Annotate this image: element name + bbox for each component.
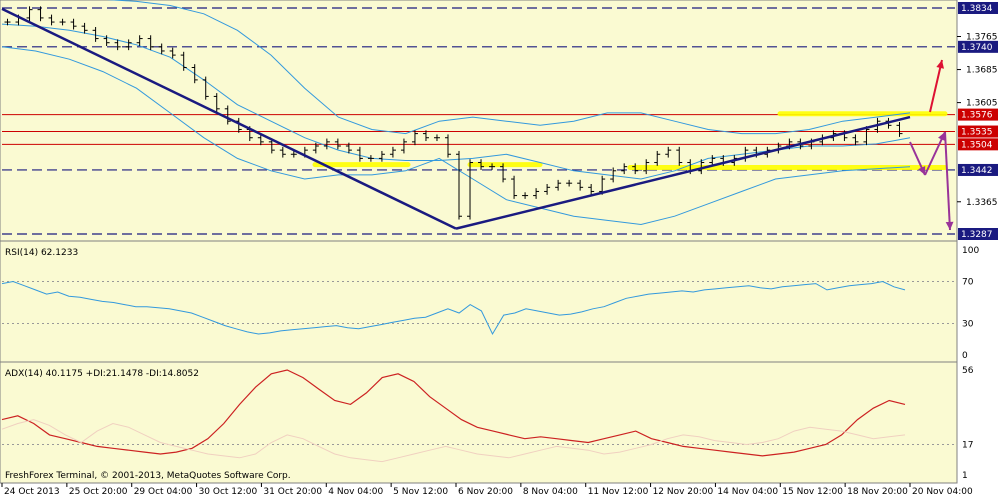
rsi-title: RSI(14) 62.1233 <box>5 248 78 258</box>
time-axis-label: 12 Nov 20:00 <box>653 487 714 495</box>
time-axis-label: 25 Oct 20:00 <box>69 487 128 495</box>
adx-plot <box>1 369 955 463</box>
di-line <box>1 419 906 463</box>
price-axis-label: 1.3576 <box>961 111 993 121</box>
adx-axis-label: 1 <box>962 471 968 481</box>
forecast-rebound-arrow-head <box>938 132 946 141</box>
forecast-up-arrow-head <box>936 60 944 69</box>
price-axis-label: 1.3365 <box>966 198 998 208</box>
price-axis-label: 1.3442 <box>961 166 993 176</box>
adx-line <box>1 369 906 457</box>
forecast-drop-arrow <box>944 131 951 231</box>
price-plot <box>1 0 955 235</box>
price-panel <box>0 0 958 242</box>
price-level-tag <box>958 40 998 53</box>
upper-bollinger-band <box>106 0 911 135</box>
middle-bollinger-band <box>1 23 911 180</box>
time-axis-label: 30 Oct 12:00 <box>199 487 258 495</box>
time-axis-label: 6 Nov 20:00 <box>458 487 513 495</box>
price-level-tag <box>958 228 998 240</box>
price-level-tag <box>958 125 998 138</box>
rsi-panel <box>0 240 958 363</box>
price-axis-label: 1.3535 <box>961 128 993 138</box>
time-axis-label: 11 Nov 12:00 <box>588 487 649 495</box>
time-axis-label: 29 Oct 04:00 <box>134 487 193 495</box>
price-level-tag <box>958 2 998 14</box>
rsi-axis-label: 30 <box>962 320 974 330</box>
price-axis-label: 1.3685 <box>966 66 998 76</box>
rsi-axis-label: 100 <box>962 246 979 256</box>
price-axis-label: 1.3605 <box>966 99 998 109</box>
adx-title: ADX(14) 40.1175 +DI:21.1478 -DI:14.8052 <box>5 369 199 379</box>
adx-axis-label: 17 <box>962 440 973 450</box>
price-axis-label: 1.3504 <box>961 140 993 150</box>
price-axis-label: 1.3287 <box>961 230 993 240</box>
time-axis-label: 15 Nov 12:00 <box>782 487 843 495</box>
price-level-tag <box>958 108 998 121</box>
forecast-down-arrow-head <box>918 166 926 175</box>
price-axis-label: 1.3765 <box>966 33 998 43</box>
time-axis-label: 18 Nov 20:00 <box>847 487 908 495</box>
rsi-axis-label: 70 <box>962 278 974 288</box>
price-axis-label: 1.3834 <box>961 4 993 14</box>
forecast-up-arrow <box>929 59 943 113</box>
rsi-line <box>1 280 906 336</box>
time-axis-label: 14 Nov 04:00 <box>717 487 778 495</box>
price-level-tag <box>958 163 998 176</box>
adx-panel <box>0 361 958 484</box>
adx-axis-label: 56 <box>962 366 974 376</box>
time-axis-label: 5 Nov 12:00 <box>393 487 448 495</box>
trend-line <box>1 7 457 230</box>
price-level-tag <box>958 138 998 151</box>
forecast-drop-arrow-head <box>945 221 954 230</box>
trend-line <box>455 115 911 230</box>
price-axis-label: 1.3740 <box>961 43 993 53</box>
rsi-axis-label: 0 <box>962 351 968 361</box>
time-axis-label: 31 Oct 20:00 <box>263 487 322 495</box>
time-axis-label: 24 Oct 2013 <box>4 487 60 495</box>
time-axis-label: 4 Nov 04:00 <box>328 487 383 495</box>
rsi-plot <box>1 280 955 336</box>
copyright-footer: FreshForex Terminal, © 2001-2013, MetaQu… <box>5 471 291 481</box>
lower-bollinger-band <box>1 46 911 226</box>
time-axis-label: 20 Nov 04:00 <box>912 487 973 495</box>
time-axis-label: 8 Nov 04:00 <box>523 487 578 495</box>
